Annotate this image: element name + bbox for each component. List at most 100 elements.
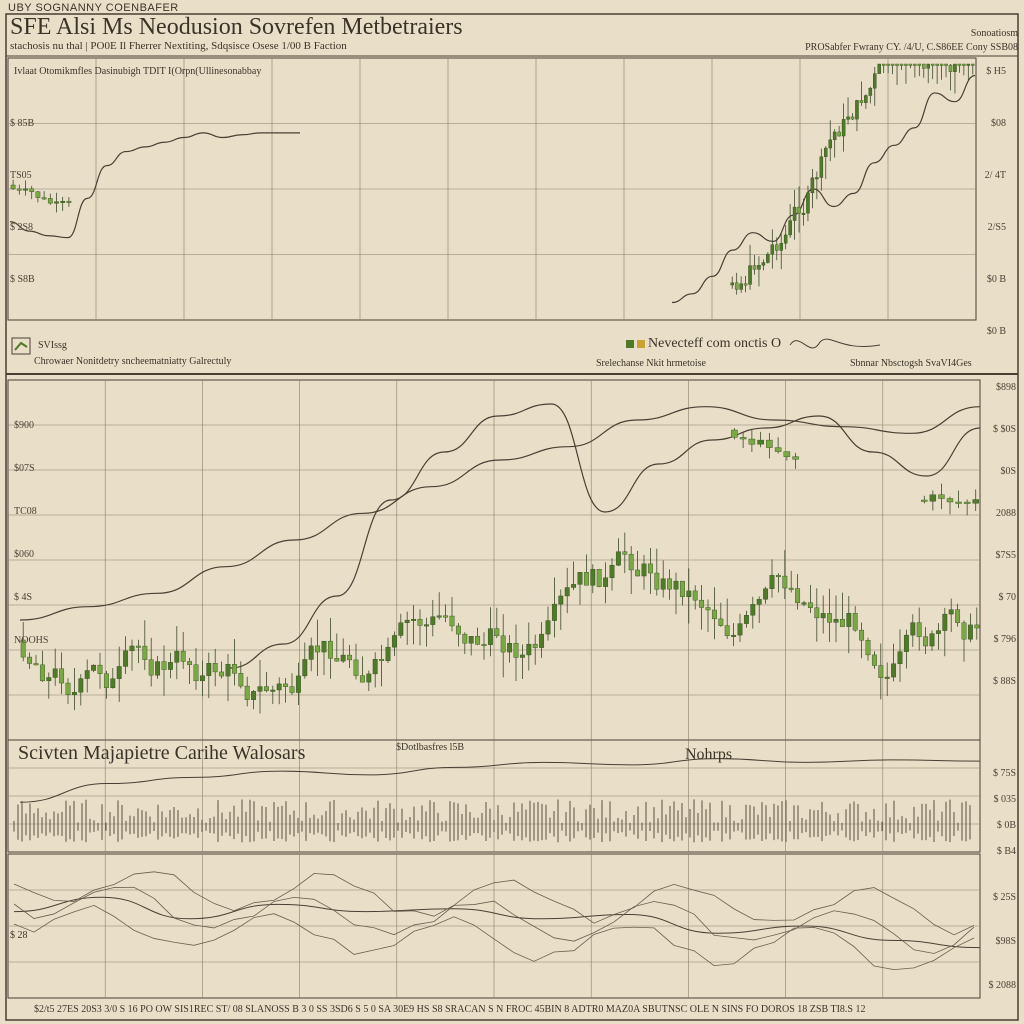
panel2-candle (519, 654, 525, 658)
panel1-right-candle (962, 63, 966, 66)
panel3-right-tick: $ B4 (997, 846, 1016, 857)
panel2-candle (71, 692, 77, 695)
panel1-right-candle (748, 265, 752, 285)
panel1-right-candle (837, 131, 841, 137)
panel4-right-tick: $98S (995, 936, 1016, 947)
panel2-right-candle (938, 494, 945, 499)
panel2-right-tick: $ 796 (994, 634, 1017, 645)
panel2-candle (532, 643, 538, 648)
panel4-left-tick: $ 28 (10, 930, 28, 941)
panel2-top-candle (783, 451, 791, 457)
panel2-candle (916, 622, 922, 637)
panel2-candle (379, 659, 385, 661)
panel1-right-candle (801, 212, 806, 215)
panel2-candle (513, 643, 519, 658)
panel1-y-tick: 2/S5 (988, 222, 1006, 233)
panel1-y-tick: $ H5 (986, 66, 1006, 77)
panel2-candle (212, 663, 218, 673)
panel1-right-candle (886, 63, 890, 66)
panel2-candle (603, 577, 609, 587)
panel2-candle (411, 618, 417, 621)
panel2-right-candle (963, 501, 971, 504)
panel2-candle (423, 624, 429, 627)
panel1-right-candle (855, 100, 859, 120)
panel1-left-candle (35, 191, 41, 198)
panel1-right-candle (966, 63, 971, 66)
panel2-candle (750, 604, 756, 616)
panel2-candle (564, 587, 570, 597)
panel1-right-candle (828, 139, 832, 149)
panel2-candle (673, 580, 679, 590)
panel3-right-tick: $ 75S (993, 768, 1016, 779)
panel2-candle (180, 650, 186, 662)
panel1-y-tick: $0 B (987, 326, 1007, 337)
panel2-candle (167, 662, 173, 670)
panel2-candle (33, 663, 39, 666)
panel2-candle (327, 640, 333, 659)
panel2-candle (161, 661, 167, 670)
panel2-candle (231, 664, 237, 674)
panel1-right-candle (730, 282, 734, 286)
panel2-right-tick: 2088 (996, 508, 1016, 519)
panel2-candle (628, 554, 634, 571)
panel2-candle (155, 661, 161, 676)
panel2-candle (91, 664, 97, 671)
panel1-legend-swatch (14, 341, 28, 351)
panel2-top-candle (766, 439, 773, 448)
panel2-series-1-line (19, 406, 981, 621)
panel2-candle (487, 628, 493, 645)
panel2-candle (660, 578, 666, 590)
panel1-left-tick: $ S8B (10, 274, 35, 285)
panel2-candle (283, 683, 289, 687)
panel1-right-candle (935, 63, 939, 66)
panel2-candle (609, 564, 615, 578)
panel4-wave-line (13, 904, 975, 971)
panel2-candle (65, 682, 71, 695)
panel1-right-candle (913, 63, 917, 66)
panel1-right-candle (904, 63, 908, 66)
panel2-candle (551, 603, 557, 621)
panel2-candle (558, 595, 564, 605)
panel1-right-candle (957, 63, 962, 66)
panel1-right-candle (734, 282, 739, 290)
panel1-right-candle (850, 116, 855, 120)
panel2-candle (526, 643, 532, 656)
panel1-right-candle (859, 100, 864, 103)
panel2-candle (135, 645, 141, 648)
panel2-candle (763, 588, 769, 600)
panel1-center-legend: Nevecteff com onctis O (648, 336, 782, 351)
panel2-candle (302, 659, 308, 677)
panel1-right-candle (868, 87, 873, 96)
header-right-info: PROSabfer Fwrany CY. /4/U, C.S86EE Cony … (805, 42, 1018, 53)
panel2-candle (481, 644, 487, 647)
panel1-right-candle (792, 206, 797, 221)
panel1-legend-wave (789, 338, 881, 349)
panel1-left-candle (60, 200, 66, 203)
panel4-series-line (13, 896, 981, 949)
panel2-candle (897, 651, 903, 664)
panel1-right-candle (895, 63, 899, 66)
panel1-right-candle (922, 63, 926, 69)
panel2-right-candle (972, 499, 979, 504)
panel2-top-candle (739, 437, 747, 440)
panel3-small-label: $Dotlbasfres l5B (396, 742, 465, 753)
panel3-title: Scivten Majapietre Carihe Walosars (18, 742, 306, 764)
panel2-right-tick: $ 70 (999, 592, 1017, 603)
panel2-candle (891, 663, 897, 678)
panel2-candle (859, 629, 865, 641)
panel1-right-candle (948, 64, 953, 72)
panel2-candle (539, 633, 545, 648)
panel2-candle (206, 663, 212, 676)
panel2-candle (103, 673, 109, 688)
panel2-candle (507, 643, 513, 653)
panel2-candle (692, 590, 698, 601)
panel2-candle (116, 666, 122, 679)
panel1-right-candle (739, 283, 743, 290)
panel2-right-tick: $ 88S (993, 676, 1016, 687)
panel2-candle (737, 623, 743, 636)
panel1-left-tick: $ 2S8 (10, 222, 33, 233)
panel1-left-candle (16, 188, 22, 191)
panel2-candle (129, 645, 135, 652)
panel1-right-candle (757, 265, 761, 270)
panel2-candle (967, 624, 973, 640)
